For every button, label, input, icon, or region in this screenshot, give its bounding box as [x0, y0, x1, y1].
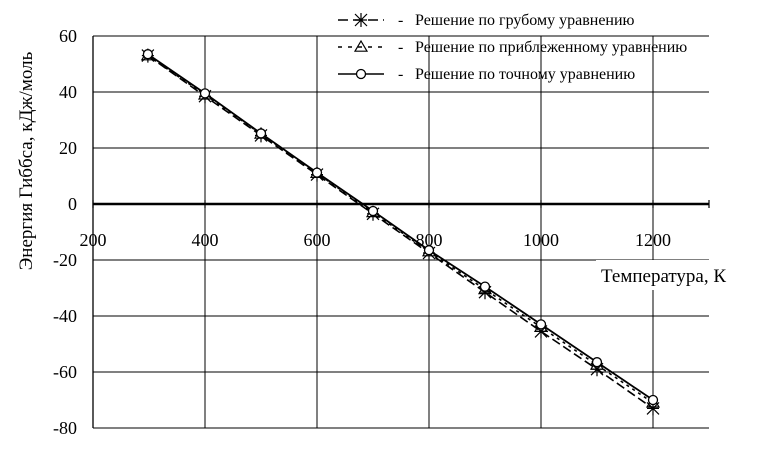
y-tick-label: -20	[53, 250, 77, 270]
series-2-line	[147, 54, 654, 404]
x-axis-label: Температура, К	[601, 266, 726, 287]
series-1-line	[147, 54, 654, 410]
series-3-point	[367, 205, 379, 217]
legend-label: Решение по точному уравнению	[415, 66, 635, 83]
series-3-point	[142, 49, 154, 60]
y-axis-label: Энергия Гиббса, кДж/моль	[16, 51, 37, 270]
x-tick-labels: 200 400 600 800 1000 1200	[80, 230, 672, 250]
legend: - Решение по грубому уравнению- Решение по…	[338, 12, 687, 83]
series-3	[142, 49, 659, 406]
x-tick-label: 1200	[635, 230, 671, 250]
series-3-point	[311, 167, 323, 178]
x-tick-label: 1000	[523, 230, 559, 250]
legend-item-1: - Решение по грубому уравнению	[338, 12, 635, 29]
legend-label: Решение по приблеженному уравнению	[415, 39, 687, 56]
legend-item-2: - Решение по приблеженному уравнению	[338, 39, 687, 56]
series-3-point	[479, 281, 491, 292]
series-3-point	[423, 245, 435, 256]
series-3-point	[255, 128, 267, 139]
legend-swatch-marker	[355, 68, 367, 80]
axes	[92, 36, 710, 428]
y-tick-label: -40	[53, 306, 77, 326]
legend-swatch-marker	[354, 13, 368, 27]
y-tick-label: 20	[59, 138, 77, 158]
x-tick-label: 600	[304, 230, 331, 250]
y-tick-label: 40	[59, 82, 77, 102]
series-3-point	[535, 319, 547, 330]
series-1-point	[478, 285, 492, 300]
y-tick-label: -60	[53, 362, 77, 382]
series	[140, 48, 661, 416]
legend-separator: -	[398, 66, 403, 83]
x-tick-label: 400	[192, 230, 219, 250]
x-tick-label: 200	[80, 230, 107, 250]
x-axis-label-box: Температура, К	[596, 260, 746, 290]
y-tick-label: 0	[68, 194, 77, 214]
series-3-point	[199, 88, 211, 99]
series-3-point	[647, 394, 659, 406]
series-3-point	[591, 357, 603, 368]
legend-swatch-marker	[353, 39, 369, 52]
legend-item-3: - Решение по точному уравнению	[338, 66, 635, 83]
y-tick-label: 60	[59, 26, 77, 46]
series-3-line	[147, 53, 654, 401]
legend-label: Решение по грубому уравнению	[415, 12, 635, 29]
legend-separator: -	[398, 39, 403, 56]
y-tick-labels: -80 -60 -40 -20 0 20 40 60	[53, 26, 77, 438]
series-1-point	[646, 401, 660, 416]
y-tick-label: -80	[53, 418, 77, 438]
legend-separator: -	[398, 12, 403, 29]
